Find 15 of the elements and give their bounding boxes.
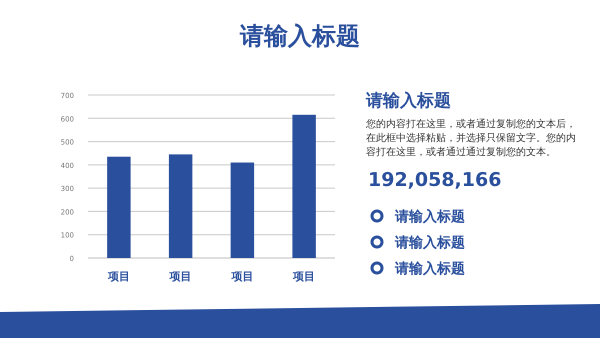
x-tick-label: 项目	[292, 270, 316, 283]
text: 192,058,166	[368, 169, 502, 191]
x-tick-label: 项目	[168, 270, 192, 283]
x-tick-label: 项目	[106, 270, 130, 283]
text: 请输入标题	[394, 235, 465, 251]
text: 请输入标题	[394, 209, 465, 225]
text: 您的内容打在这里，或者通过复制您的文本后，在此框中选择粘贴，并选择只保留文字。您的内容打在这里，或者通过通过复制您的文本。	[365, 118, 576, 158]
bar	[107, 156, 131, 258]
text: 请输入标题	[365, 91, 451, 111]
bar	[292, 114, 316, 258]
x-tick-label: 项目	[230, 270, 254, 283]
text: 请输入标题	[394, 261, 465, 277]
bar	[168, 154, 192, 258]
bar	[230, 162, 254, 258]
text: 请输入标题	[239, 22, 360, 50]
